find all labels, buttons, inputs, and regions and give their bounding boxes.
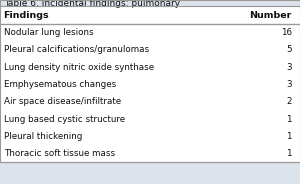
Text: Nodular lung lesions: Nodular lung lesions — [4, 28, 93, 37]
Bar — [0, 0, 300, 162]
Text: Emphysematous changes: Emphysematous changes — [4, 80, 116, 89]
Text: Lung density nitric oxide synthase: Lung density nitric oxide synthase — [4, 63, 154, 72]
Text: 16: 16 — [280, 28, 292, 37]
Bar — [0, 6, 300, 162]
Text: Lung based cystic structure: Lung based cystic structure — [4, 115, 125, 123]
Text: 3: 3 — [286, 63, 292, 72]
Bar — [0, 0, 300, 6]
Text: Pleural thickening: Pleural thickening — [4, 132, 82, 141]
Text: Pleural calcifications/granulomas: Pleural calcifications/granulomas — [4, 45, 149, 54]
Text: Findings: Findings — [4, 11, 49, 20]
Text: 3: 3 — [286, 80, 292, 89]
Text: 1: 1 — [286, 115, 292, 123]
Text: Air space disease/infiltrate: Air space disease/infiltrate — [4, 97, 121, 106]
Text: Thoracic soft tissue mass: Thoracic soft tissue mass — [4, 149, 115, 158]
Text: 1: 1 — [286, 149, 292, 158]
Text: Table 6. Incidental findings: pulmonary: Table 6. Incidental findings: pulmonary — [4, 0, 180, 8]
Text: 2: 2 — [286, 97, 292, 106]
Text: 5: 5 — [286, 45, 292, 54]
Text: Number: Number — [249, 11, 292, 20]
Text: 1: 1 — [286, 132, 292, 141]
